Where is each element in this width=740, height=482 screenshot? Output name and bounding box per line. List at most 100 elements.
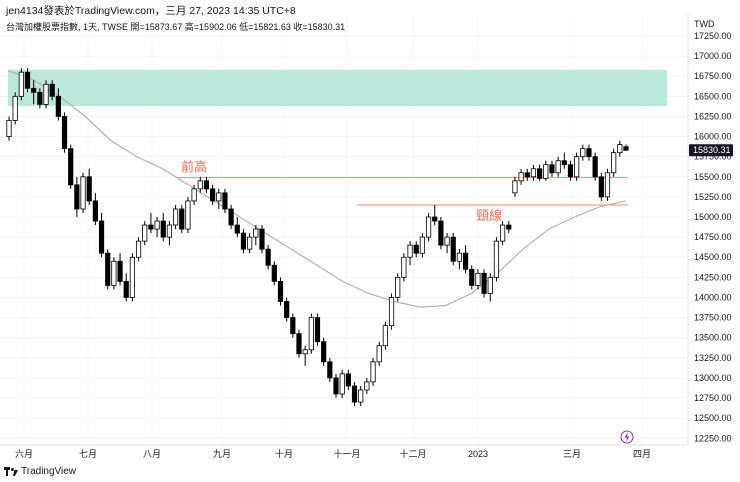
candle-body-down	[450, 236, 456, 262]
candle-body-down	[549, 164, 555, 174]
candle	[74, 176, 80, 218]
lightning-icon[interactable]	[620, 430, 634, 444]
candle	[567, 160, 574, 181]
candle	[506, 221, 512, 234]
candle	[524, 168, 530, 181]
candle	[210, 184, 216, 205]
candle-body-up	[43, 83, 49, 105]
candle-body-up	[308, 317, 314, 351]
candle	[574, 152, 580, 181]
candle-body-down	[68, 148, 74, 186]
candle	[370, 357, 376, 386]
candle-body-down	[469, 268, 475, 286]
candle	[24, 68, 31, 93]
candle-body-up	[444, 236, 450, 246]
candle-body-up	[358, 389, 364, 403]
candle-body-down	[105, 252, 111, 286]
candle	[512, 176, 518, 197]
candle-body-down	[296, 333, 302, 355]
candle-body-down	[537, 168, 543, 179]
candle-body-down	[438, 220, 444, 246]
candle	[592, 152, 598, 181]
candle	[240, 229, 247, 254]
candle	[493, 237, 500, 282]
neckline-label: 頸線	[476, 208, 502, 224]
candle-body-down	[49, 83, 55, 97]
candle-body-up	[253, 228, 259, 238]
tradingview-brand: TradingView	[21, 466, 77, 477]
candle-body-down	[506, 224, 512, 230]
candle-body-down	[271, 264, 277, 282]
candle-body-up	[419, 236, 425, 254]
candle-body-up	[487, 276, 493, 294]
y-tick-label: 14500.00	[694, 252, 732, 262]
candle	[49, 80, 55, 101]
candle	[222, 188, 228, 213]
candle	[129, 253, 135, 302]
candle	[537, 164, 543, 181]
candle	[432, 204, 438, 226]
candle-body-down	[586, 148, 592, 158]
y-tick-label: 16000.00	[694, 132, 732, 142]
x-tick-label: 七月	[79, 449, 97, 459]
candle-body-up	[456, 252, 463, 262]
candle	[271, 261, 277, 286]
y-tick-label: 14000.00	[694, 292, 732, 302]
candle-body-up	[197, 180, 203, 190]
candle-body-up	[475, 272, 481, 286]
candle-body-up	[364, 381, 370, 391]
candle	[203, 176, 210, 193]
candle-body-up	[555, 160, 561, 174]
x-tick-label: 十月	[275, 448, 293, 459]
candle-body-down	[228, 208, 234, 226]
candle-body-down	[524, 172, 530, 178]
candle	[31, 80, 37, 105]
candle-body-down	[148, 224, 154, 230]
candle	[407, 241, 413, 266]
author-byline: jen4134發表於TradingView.com，三月 27, 2023 14…	[6, 5, 296, 17]
candle-body-down	[179, 208, 185, 230]
candle	[142, 221, 148, 246]
candle	[284, 297, 290, 322]
candle	[469, 265, 475, 290]
candle	[277, 277, 284, 306]
candle	[462, 245, 469, 274]
time-axis[interactable]: 六月 七月 八月 九月 十月 十一月 十二月 2023 三月 四月	[15, 448, 651, 459]
y-tick-label: 13750.00	[694, 313, 732, 323]
candle	[395, 273, 401, 302]
x-tick-label: 三月	[563, 449, 581, 459]
candle	[499, 221, 506, 246]
candle-body-down	[160, 220, 166, 238]
x-tick-label: 九月	[213, 449, 231, 459]
symbol-info: 台灣加權股票指數, 1天, TWSE 開=15873.67 高=15902.06…	[6, 22, 346, 32]
candle-body-down	[351, 385, 358, 403]
y-tick-label: 13250.00	[694, 353, 732, 363]
x-tick-label: 六月	[15, 448, 33, 459]
y-tick-label: 13000.00	[694, 373, 732, 383]
y-tick-label: 12750.00	[694, 393, 732, 403]
candle	[68, 144, 74, 189]
candle-body-down	[623, 146, 629, 151]
tradingview-footer[interactable]: TradingView	[4, 466, 76, 477]
candle	[98, 212, 105, 258]
price-axis[interactable]: 17250.00 17000.00 16750.00 16500.00 16250.00…	[694, 31, 732, 443]
candle	[555, 156, 561, 177]
candle-body-up	[12, 95, 18, 121]
candle-body-down	[117, 260, 123, 282]
candle-body-down	[259, 228, 265, 250]
candle	[586, 144, 592, 161]
candle	[321, 337, 327, 366]
candle	[37, 88, 43, 109]
candle	[160, 212, 166, 242]
candle-body-down	[314, 317, 321, 343]
y-tick-label: 12250.00	[694, 433, 732, 443]
candle	[611, 148, 617, 177]
candle-body-up	[382, 325, 388, 347]
candle-body-up	[530, 168, 537, 178]
tradingview-logo-icon	[4, 467, 18, 476]
candle	[135, 237, 142, 262]
candle	[333, 373, 339, 399]
candle	[234, 217, 240, 238]
candle	[302, 345, 308, 366]
